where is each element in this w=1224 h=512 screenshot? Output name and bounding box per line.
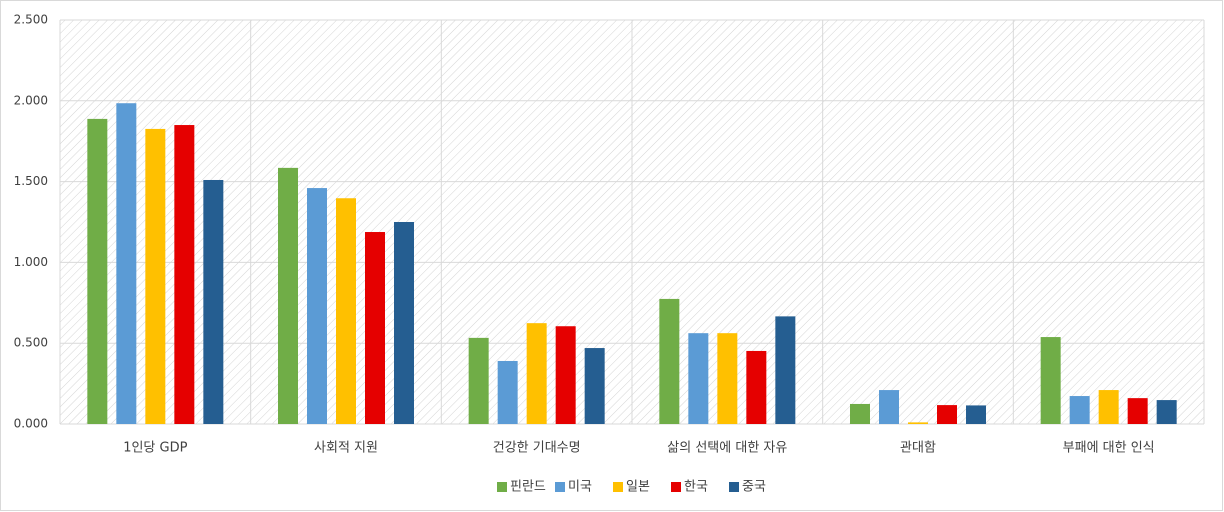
bar [203,179,224,424]
bar [497,360,518,424]
bar [850,403,870,424]
bar [526,323,547,424]
bar [688,333,709,424]
y-tick-label: 1.000 [14,255,48,269]
legend-label: 핀란드 [510,480,546,495]
x-tick-label: 사회적 지원 [314,441,378,456]
bar [468,337,489,424]
y-tick-label: 2.000 [14,93,48,107]
bar [336,198,356,424]
bar [659,298,680,424]
legend-swatch [497,482,507,492]
bar [1040,337,1061,424]
bar [394,222,414,424]
bar [116,103,137,424]
legend-label: 일본 [626,480,650,495]
bar [937,405,957,424]
x-tick-label: 삶의 선택에 대한 자유 [667,441,787,456]
bar [775,316,796,424]
legend-swatch [671,482,681,492]
bar [746,350,767,424]
legend-swatch [613,482,623,492]
x-tick-label: 1인당 GDP [123,441,187,456]
legend-label: 미국 [568,480,592,495]
y-tick-label: 2.500 [14,13,48,27]
bar [87,118,108,424]
bar [584,348,605,424]
x-tick-label: 관대함 [900,441,936,456]
y-tick-label: 1.500 [14,174,48,188]
bar [307,188,327,424]
bar [365,232,385,424]
bar [717,333,738,424]
bar [908,422,928,424]
x-tick-label: 부패에 대한 인식 [1063,441,1155,456]
bar [1069,396,1090,424]
bar [1127,398,1148,424]
y-tick-label: 0.500 [14,336,48,350]
bar [555,326,576,424]
bar [145,128,166,424]
bar [174,125,195,424]
legend-swatch [555,482,565,492]
legend-label: 한국 [684,480,708,495]
bar [879,390,899,424]
bar [1098,390,1119,424]
legend-swatch [729,482,739,492]
legend-label: 중국 [742,480,766,495]
y-tick-label: 0.000 [14,417,48,431]
bar [1156,400,1177,424]
x-tick-label: 건강한 기대수명 [493,441,581,456]
bar [966,405,986,424]
bar [278,167,298,424]
